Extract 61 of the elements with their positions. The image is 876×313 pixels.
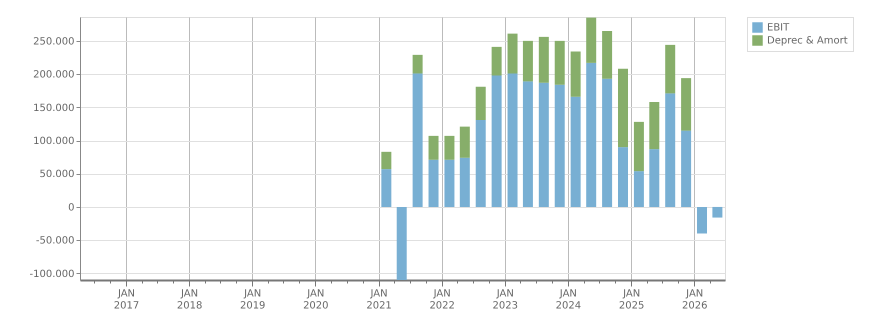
y-tick-label: -50.000 <box>36 236 74 247</box>
bar <box>665 93 676 207</box>
y-tick-label: 250.000 <box>33 36 74 48</box>
bar <box>508 34 518 74</box>
y-tick-label: 150.000 <box>33 102 74 114</box>
bar <box>586 62 596 207</box>
bar <box>665 44 676 94</box>
y-tick-label: -100.000 <box>30 268 74 280</box>
bar <box>634 122 644 172</box>
x-tick-label: JAN 2018 <box>176 288 202 312</box>
x-tick-label: JAN 2022 <box>429 288 455 312</box>
y-tick-label: 50.000 <box>40 169 74 180</box>
bar <box>492 46 502 76</box>
bar <box>697 206 708 234</box>
x-tick-label: JAN 2025 <box>618 288 644 312</box>
bar <box>570 52 581 97</box>
bar <box>602 78 612 207</box>
bar <box>412 54 423 74</box>
y-tick-label: 100.000 <box>33 136 74 148</box>
bar <box>412 73 423 207</box>
bar <box>444 136 454 160</box>
bar <box>508 73 518 207</box>
x-tick-label: JAN 2026 <box>682 288 708 312</box>
bar <box>618 147 628 207</box>
y-tick-label: 200.000 <box>33 70 74 81</box>
bar <box>538 82 549 207</box>
bar <box>538 36 549 83</box>
bar <box>476 120 486 207</box>
x-tick-label: JAN 2020 <box>303 288 329 312</box>
bar <box>381 169 392 207</box>
bar <box>554 84 565 207</box>
bar <box>681 78 692 131</box>
bar <box>492 75 502 207</box>
x-tick-label: JAN 2023 <box>492 288 518 312</box>
bar <box>522 40 533 82</box>
legend-label: Deprec & Amort <box>767 36 848 46</box>
bar <box>649 149 660 207</box>
bar <box>460 126 470 158</box>
bar <box>476 86 486 120</box>
x-tick-label: JAN 2021 <box>366 288 392 312</box>
bar <box>381 152 392 170</box>
bar <box>681 130 692 207</box>
bar <box>554 40 565 85</box>
bar <box>522 81 533 207</box>
bar <box>712 206 722 218</box>
bar <box>602 30 612 79</box>
x-tick-label: JAN 2017 <box>114 288 140 312</box>
bar <box>570 96 581 207</box>
x-tick-label: JAN 2024 <box>556 288 582 312</box>
bar <box>428 136 439 160</box>
bar <box>428 160 439 207</box>
bar <box>634 171 644 207</box>
bar <box>444 160 454 207</box>
bar <box>649 102 660 150</box>
bar <box>618 68 628 148</box>
bar <box>460 158 470 207</box>
y-tick-label: 0 <box>68 202 74 214</box>
bar <box>396 206 407 280</box>
bar <box>586 18 596 63</box>
x-tick-label: JAN 2019 <box>240 288 266 312</box>
legend-label: EBIT <box>767 22 790 34</box>
